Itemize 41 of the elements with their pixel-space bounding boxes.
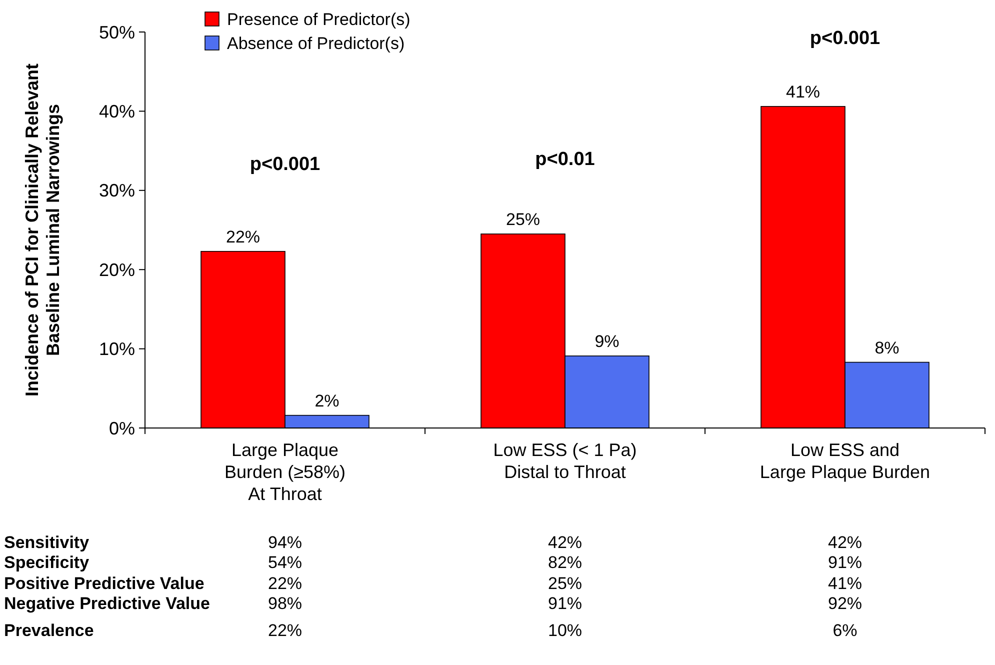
text: Specificity: [4, 553, 90, 572]
text: 98%: [268, 594, 302, 613]
data-label: 22%: [226, 227, 260, 246]
text: 91%: [828, 553, 862, 572]
text: 82%: [548, 553, 582, 572]
text: 6%: [832, 621, 858, 640]
text: 91%: [548, 594, 582, 613]
y-tick-label: 20%: [98, 260, 135, 280]
text: 22%: [268, 574, 302, 593]
annotation: p<0.001: [810, 28, 881, 49]
x-tick-label: Low ESS and Large Plaque Burden: [760, 440, 930, 482]
data-label: 41%: [786, 82, 820, 102]
x-tick-label: Large Plaque Burden (≥58%) At Throat: [224, 440, 346, 504]
text: 94%: [268, 533, 302, 552]
text: 10%: [548, 621, 582, 640]
y-tick-label: 40%: [98, 102, 135, 122]
y-tick-label: 30%: [98, 180, 135, 201]
text: 54%: [268, 553, 302, 572]
text: 25%: [548, 574, 582, 593]
y-tick-label: 50%: [98, 22, 135, 42]
text: 42%: [828, 533, 862, 552]
data-label: 8%: [874, 338, 900, 358]
data-label: 2%: [314, 391, 340, 410]
text: Positive Predictive Value: [4, 574, 204, 593]
text: Sensitivity: [4, 533, 90, 552]
text: 41%: [828, 574, 862, 593]
legend-label: Absence of Predictor(s): [227, 34, 405, 53]
y-tick-label: 10%: [98, 339, 135, 360]
x-tick-label: Low ESS (< 1 Pa) Distal to Throat: [493, 440, 637, 482]
text: 22%: [268, 621, 302, 640]
text: Negative Predictive Value: [4, 594, 210, 613]
y-tick-label: 0%: [108, 418, 135, 438]
text: 42%: [548, 533, 582, 552]
annotation: p<0.001: [250, 154, 321, 175]
text: 92%: [828, 594, 862, 613]
text: Prevalence: [4, 621, 94, 640]
y-axis-title: Incidence of PCI for Clinically Relevant Baseline Luminal Narrowings: [22, 63, 63, 397]
data-label: 9%: [594, 332, 620, 351]
annotation: p<0.01: [535, 149, 596, 170]
data-label: 25%: [506, 210, 540, 229]
legend-label: Presence of Predictor(s): [227, 10, 410, 29]
